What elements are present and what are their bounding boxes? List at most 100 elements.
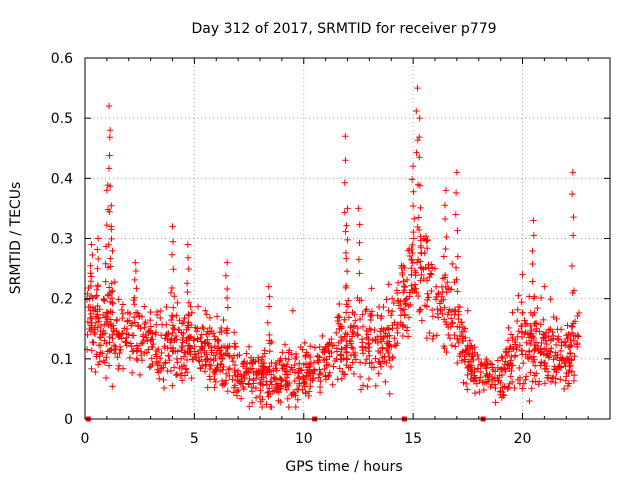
data-point xyxy=(87,327,95,335)
data-point xyxy=(109,247,116,255)
data-point xyxy=(248,399,256,406)
data-point xyxy=(483,365,490,372)
data-point xyxy=(89,304,97,311)
data-point xyxy=(194,303,202,310)
data-point xyxy=(476,377,483,385)
data-point xyxy=(526,340,534,348)
data-point xyxy=(283,386,291,393)
data-point xyxy=(236,351,243,359)
data-point xyxy=(184,368,191,376)
data-point xyxy=(411,281,419,288)
data-point xyxy=(362,345,370,352)
y-tick-label: 0.1 xyxy=(51,352,73,368)
data-point xyxy=(474,365,481,372)
data-point xyxy=(88,365,95,373)
data-point xyxy=(223,294,231,302)
data-point xyxy=(100,327,107,335)
data-point xyxy=(513,317,521,325)
data-point xyxy=(266,348,273,355)
data-point xyxy=(537,345,544,353)
data-point xyxy=(375,370,382,377)
data-point xyxy=(176,317,183,324)
data-point xyxy=(475,355,482,363)
data-point xyxy=(408,176,416,183)
data-point xyxy=(519,385,526,392)
data-point xyxy=(345,314,353,321)
data-point xyxy=(387,363,395,371)
data-point xyxy=(482,372,489,380)
data-point xyxy=(530,334,538,342)
data-point xyxy=(147,323,155,330)
data-point xyxy=(133,285,140,292)
data-point xyxy=(94,314,102,321)
data-point xyxy=(453,276,460,283)
data-point xyxy=(265,303,273,310)
data-point xyxy=(391,335,398,342)
data-point xyxy=(344,205,351,212)
data-point xyxy=(395,302,403,309)
data-point xyxy=(378,313,385,320)
data-point xyxy=(532,378,539,386)
data-point xyxy=(106,127,114,134)
data-point xyxy=(514,333,521,340)
data-point xyxy=(181,314,188,322)
data-point xyxy=(516,374,524,381)
data-point xyxy=(451,331,458,339)
data-point xyxy=(402,301,409,308)
data-point xyxy=(508,367,515,375)
data-point xyxy=(505,384,512,391)
data-point xyxy=(180,361,188,369)
data-point xyxy=(248,388,256,395)
data-point xyxy=(316,389,324,396)
data-point xyxy=(199,344,206,351)
data-point xyxy=(417,258,424,265)
data-point xyxy=(343,348,350,356)
data-point xyxy=(443,348,450,356)
data-point xyxy=(118,306,126,314)
data-point xyxy=(438,293,446,301)
data-point xyxy=(383,324,391,332)
data-point xyxy=(356,221,363,228)
data-point xyxy=(377,363,385,370)
data-point xyxy=(376,328,384,335)
data-point xyxy=(401,311,408,318)
data-point xyxy=(329,381,336,388)
data-point xyxy=(116,343,124,350)
data-point xyxy=(219,380,226,388)
data-point xyxy=(88,315,96,322)
data-point xyxy=(531,320,538,328)
data-point xyxy=(344,303,352,310)
data-point xyxy=(93,292,100,299)
x-tick-label: 15 xyxy=(404,431,422,447)
data-point xyxy=(471,349,478,356)
data-point xyxy=(345,297,352,304)
data-point xyxy=(156,355,164,362)
data-point xyxy=(570,372,578,379)
data-point xyxy=(530,232,538,239)
data-point xyxy=(171,326,178,333)
data-point xyxy=(388,343,395,350)
data-point xyxy=(346,337,353,344)
data-point xyxy=(105,165,113,172)
data-point xyxy=(210,369,218,376)
data-point xyxy=(565,380,573,387)
data-point xyxy=(561,342,569,349)
data-point xyxy=(447,315,455,322)
data-point xyxy=(504,337,512,344)
data-point xyxy=(409,249,416,257)
data-point xyxy=(222,327,230,334)
data-point xyxy=(359,339,366,346)
data-point xyxy=(529,311,536,319)
data-point xyxy=(190,337,197,344)
data-point xyxy=(88,347,96,354)
data-point xyxy=(212,378,219,386)
data-point xyxy=(445,308,452,316)
data-point xyxy=(146,364,153,371)
data-point xyxy=(195,357,202,364)
data-point xyxy=(393,287,401,294)
data-point xyxy=(496,388,504,396)
data-point xyxy=(335,339,342,347)
data-point xyxy=(502,346,510,353)
data-point xyxy=(206,373,213,380)
data-point xyxy=(201,340,208,347)
